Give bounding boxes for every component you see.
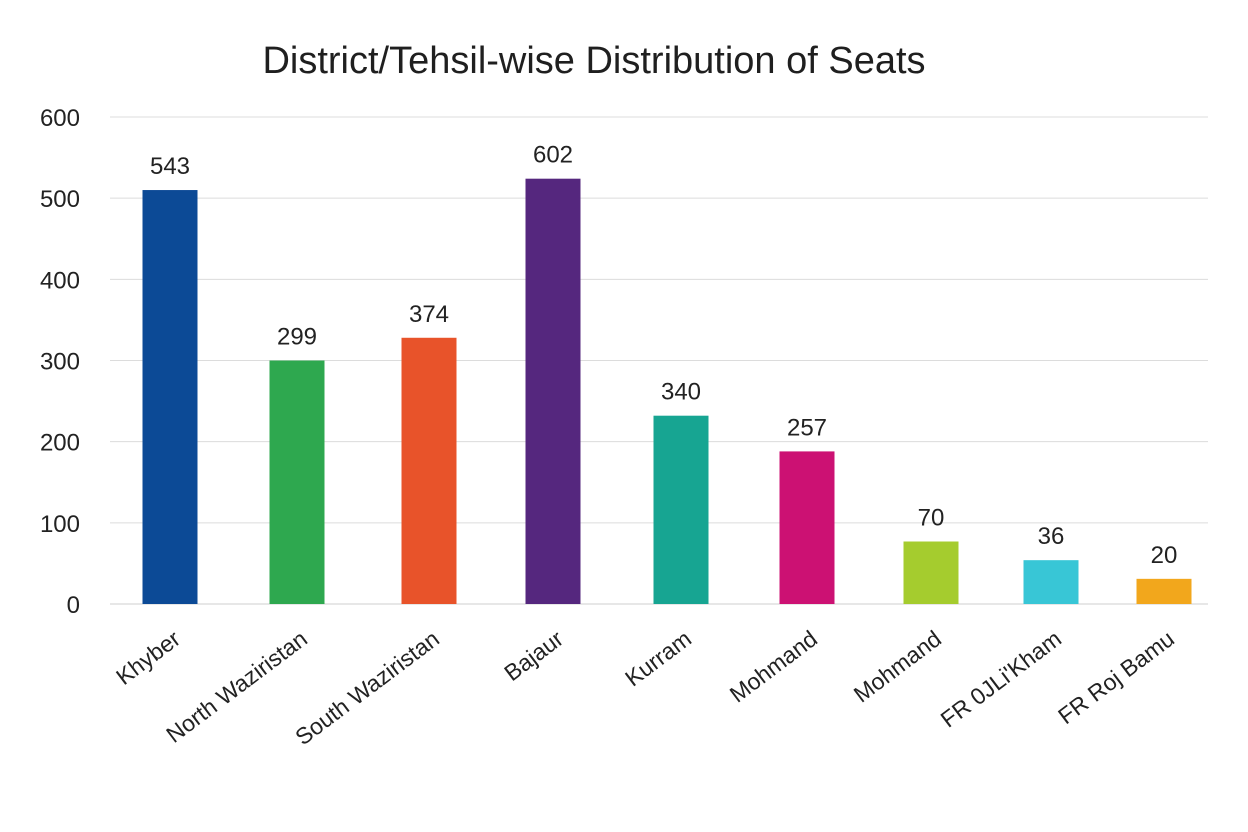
bar-8	[1023, 560, 1079, 604]
data-label-8: 36	[1038, 523, 1065, 550]
x-tick-label-4: Bajaur	[499, 625, 568, 686]
x-tick-label-5: Kurram	[620, 625, 696, 691]
x-tick-label-7: Mohmand	[849, 625, 946, 707]
x-tick-label-8: FR 0JLi'Kham	[936, 625, 1066, 732]
y-tick-label: 300	[40, 349, 80, 376]
y-axis-ticks: 0 100 200 300 400 500 600	[40, 105, 80, 619]
y-tick-label: 0	[67, 592, 80, 619]
data-label-7: 70	[918, 505, 945, 532]
bar-7	[903, 541, 959, 604]
bar-5	[653, 415, 709, 604]
data-label-1: 543	[150, 153, 190, 180]
bar-9	[1136, 578, 1192, 604]
bar-3	[401, 337, 457, 604]
data-label-9: 20	[1151, 542, 1178, 569]
data-labels: 543 299 374 602 340 257 70 36 20	[150, 142, 1177, 569]
y-tick-label: 100	[40, 511, 80, 538]
data-label-3: 374	[409, 301, 449, 328]
data-label-6: 257	[787, 414, 827, 441]
x-tick-label-3: South Waziristan	[290, 625, 444, 750]
data-label-2: 299	[277, 324, 317, 351]
y-tick-label: 600	[40, 105, 80, 132]
x-tick-label-9: FR Roj Bamu	[1053, 625, 1179, 729]
y-tick-label: 500	[40, 186, 80, 213]
bar-1	[142, 190, 198, 605]
data-label-4: 602	[533, 142, 573, 169]
chart-title: District/Tehsil-wise Distribution of Sea…	[262, 40, 925, 82]
bars	[142, 178, 1192, 605]
bar-6	[779, 451, 835, 604]
bar-4	[525, 178, 581, 605]
y-tick-label: 200	[40, 430, 80, 457]
x-tick-label-6: Mohmand	[725, 625, 822, 707]
bar-2	[269, 360, 325, 604]
y-tick-label: 400	[40, 267, 80, 294]
x-tick-label-1: Khyber	[111, 625, 185, 690]
data-label-5: 340	[661, 379, 701, 406]
